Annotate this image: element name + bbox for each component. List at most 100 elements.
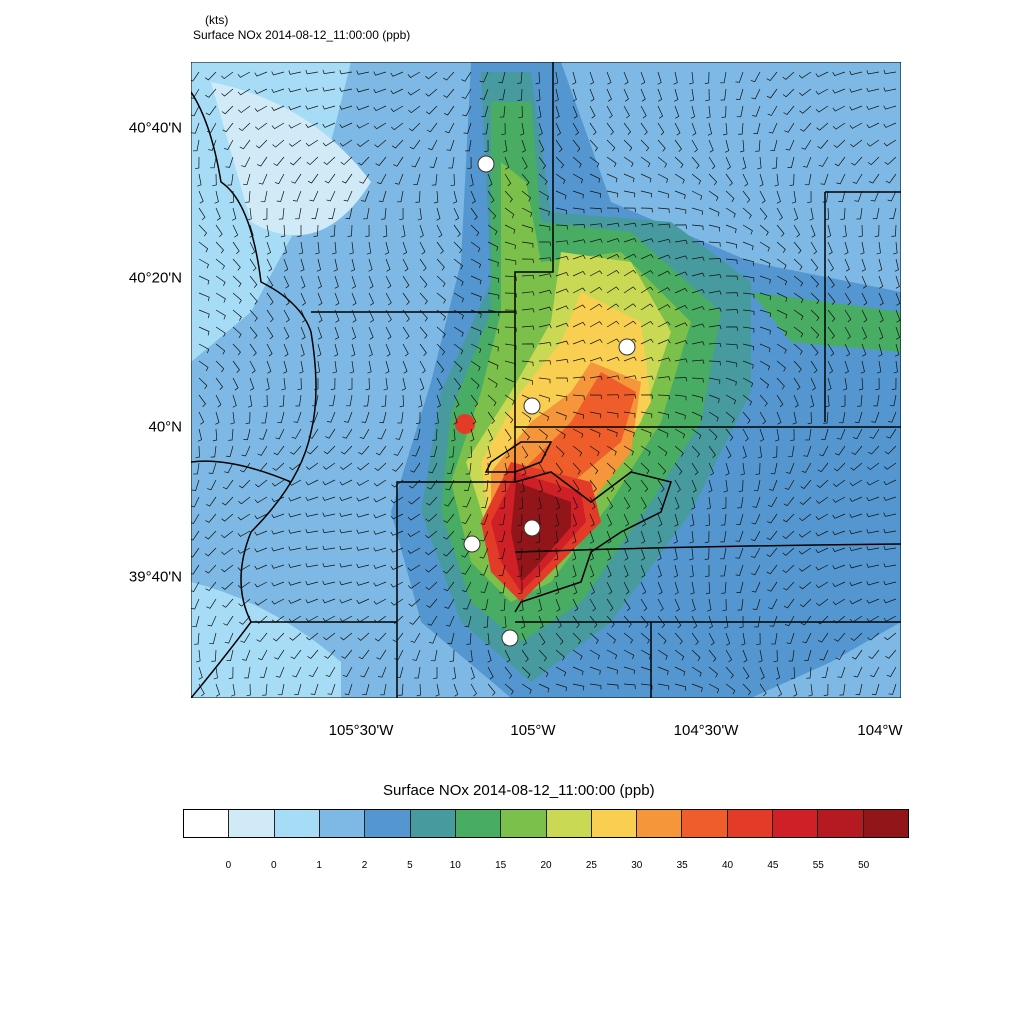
wind-barb (657, 428, 669, 438)
wind-barb (555, 322, 569, 328)
wind-barb (228, 666, 234, 679)
wind-barb (413, 173, 421, 185)
wind-barb (815, 496, 829, 504)
wind-barb (657, 479, 665, 493)
wind-barb (689, 513, 695, 527)
wind-barb (443, 581, 455, 592)
wind-barb (589, 649, 600, 660)
county-boundaries (191, 62, 901, 698)
wind-barb (281, 377, 286, 391)
wind-barb (432, 428, 438, 441)
wind-barb (827, 377, 832, 391)
wind-barb (640, 139, 650, 152)
wind-barb (249, 292, 258, 305)
wind-barb (640, 173, 652, 183)
wind-barb (623, 428, 635, 437)
wind-barb (518, 582, 523, 595)
wind-barb (776, 394, 784, 408)
wind-barb (820, 428, 829, 440)
wind-barb (751, 581, 761, 593)
wind-barb (289, 632, 302, 641)
wind-barb (239, 462, 251, 473)
wind-barb (691, 173, 702, 185)
wind-barb (516, 547, 523, 560)
wind-barb (849, 546, 863, 552)
wind-barb (419, 377, 425, 391)
wind-barb (866, 512, 880, 518)
wind-barb (415, 411, 421, 424)
wind-barb (425, 564, 438, 573)
wind-barb (884, 632, 897, 641)
wind-barb (425, 105, 438, 115)
wind-barb (802, 156, 812, 168)
wind-barb (479, 530, 489, 542)
wind-barb (606, 105, 613, 119)
wind-barb (589, 270, 603, 277)
wind-barb (223, 139, 234, 151)
wind-barb (883, 479, 897, 486)
wind-barb (339, 581, 353, 586)
wind-barb (691, 272, 705, 277)
wind-barb (657, 632, 667, 645)
wind-barb (869, 428, 880, 439)
wind-barb (198, 224, 208, 237)
wind-barb (241, 156, 251, 168)
wind-barb (198, 683, 205, 697)
wind-barb (674, 255, 688, 260)
wind-barb (266, 275, 274, 289)
wind-barb (868, 649, 880, 660)
wind-barb (291, 173, 302, 184)
wind-barb (537, 496, 542, 510)
wind-barb (657, 339, 671, 345)
wind-barb (238, 122, 251, 132)
wind-barb (606, 88, 612, 102)
wind-barb (840, 207, 846, 220)
wind-barb (589, 683, 602, 690)
wind-barb (244, 666, 251, 679)
wind-barb (373, 530, 387, 535)
wind-barb (198, 411, 205, 425)
wind-barb (736, 581, 744, 594)
wind-barb (752, 496, 761, 508)
wind-barb (365, 377, 370, 391)
wind-barb (767, 581, 778, 592)
wind-barb (816, 615, 829, 625)
wind-barb (282, 241, 287, 255)
wind-barb (708, 324, 722, 330)
wind-barb (725, 275, 738, 281)
wind-barb (691, 306, 705, 311)
wind-barb (536, 581, 541, 595)
wind-barb (707, 598, 712, 612)
wind-barb (887, 190, 897, 202)
wind-barb (674, 322, 688, 328)
wind-barb (674, 513, 679, 527)
wind-barb (436, 207, 441, 221)
wind-barb (816, 598, 829, 607)
wind-barb (232, 224, 239, 238)
colorbar-swatch (773, 810, 819, 837)
wind-barb (444, 598, 455, 609)
wind-barb (759, 360, 771, 371)
wind-barb (349, 360, 354, 374)
wind-barb (538, 683, 550, 693)
wind-barb (589, 88, 595, 102)
wind-barb (725, 156, 731, 170)
wind-barb (500, 598, 506, 611)
wind-barb (339, 563, 353, 568)
wind-barb (215, 360, 225, 373)
wind-barb (606, 375, 620, 380)
wind-barb (390, 547, 404, 553)
wind-barb (866, 479, 880, 486)
wind-barb (249, 343, 257, 357)
wind-barb (623, 547, 629, 561)
wind-barb (894, 258, 899, 272)
wind-barb (810, 275, 819, 288)
wind-barb (517, 564, 523, 577)
wind-barb (759, 224, 769, 236)
wind-barb (498, 564, 506, 577)
wind-barb (623, 411, 636, 418)
wind-barb (849, 615, 863, 623)
wind-barb (221, 88, 234, 97)
wind-barb (538, 666, 549, 678)
wind-barb (742, 190, 751, 203)
